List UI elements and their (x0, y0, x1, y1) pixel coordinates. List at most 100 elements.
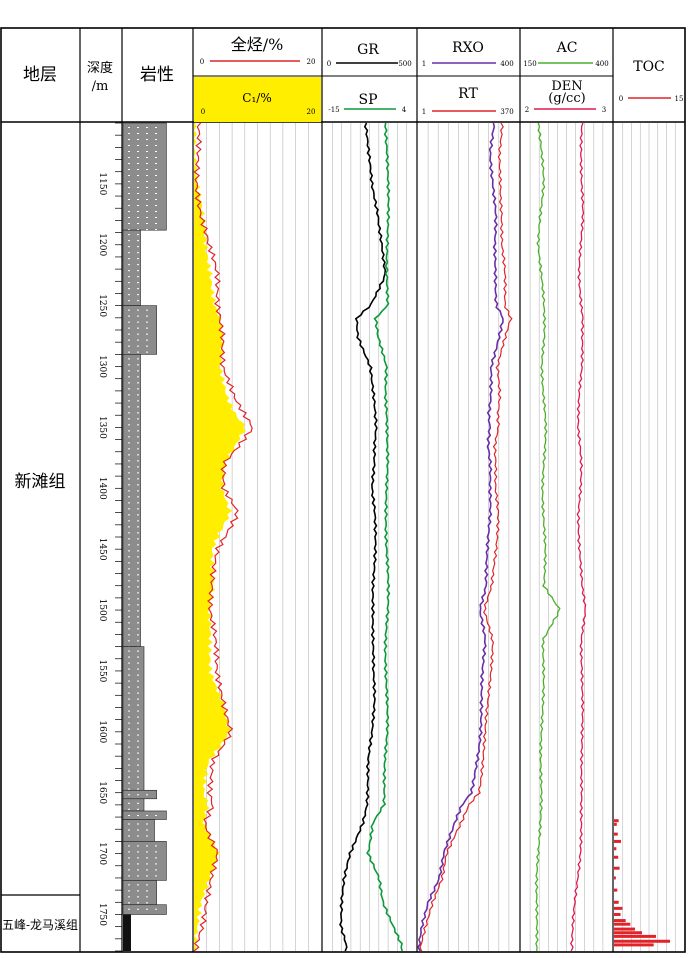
toc-bar (614, 819, 619, 823)
lith-pattern-dot (146, 794, 148, 796)
lith-pattern-dot (128, 869, 130, 871)
lith-pattern-dot (128, 550, 130, 552)
lith-pattern-dot (128, 851, 130, 853)
lith-pattern-dot (155, 127, 157, 128)
lith-pattern-dot (137, 321, 139, 323)
gr-header: GR (357, 42, 379, 58)
lith-pattern-dot (137, 351, 139, 353)
lith-pattern-dot (137, 157, 139, 158)
lith-pattern-dot (128, 358, 130, 360)
depth-tick-label: 1250 (97, 294, 107, 317)
depth-header-line1: 深度 (87, 60, 113, 76)
lith-pattern-dot (128, 321, 130, 323)
lith-pattern-dot (128, 139, 130, 140)
lith-pattern-dot (146, 869, 148, 871)
lith-pattern-dot (128, 628, 130, 630)
lith-pattern-dot (137, 857, 139, 859)
lith-pattern-dot (146, 175, 148, 176)
lith-pattern-dot (137, 252, 139, 254)
lith-pattern-dot (137, 692, 139, 694)
lith-pattern-dot (137, 875, 139, 877)
lith-bed (122, 841, 167, 881)
den-max: 3 (602, 106, 606, 114)
toc-bar (614, 900, 619, 904)
lith-pattern-dot (128, 270, 130, 272)
toc-bar (614, 888, 618, 892)
lith-pattern-dot (128, 758, 130, 760)
lith-pattern-dot (128, 770, 130, 772)
rt-min: 1 (422, 108, 426, 116)
toc-bar (614, 943, 654, 947)
lith-pattern-dot (155, 199, 157, 200)
lith-pattern-dot (137, 345, 139, 347)
lith-pattern-dot (137, 662, 139, 664)
lith-pattern-dot (128, 896, 130, 898)
lith-pattern-dot (137, 550, 139, 552)
lith-pattern-dot (128, 442, 130, 444)
curve- (193, 122, 253, 952)
lith-pattern-dot (128, 586, 130, 588)
lith-pattern-dot (137, 746, 139, 748)
lith-pattern-dot (128, 698, 130, 700)
lith-pattern-dot (137, 406, 139, 408)
lith-pattern-dot (128, 351, 130, 353)
lith-pattern-dot (137, 734, 139, 736)
lith-pattern-dot (128, 782, 130, 784)
lith-pattern-dot (128, 662, 130, 664)
lith-pattern-dot (146, 339, 148, 341)
lith-pattern-dot (155, 151, 157, 152)
lith-pattern-dot (137, 544, 139, 546)
lith-pattern-dot (128, 508, 130, 510)
lith-pattern-dot (137, 716, 139, 718)
lith-pattern-dot (146, 229, 148, 230)
lith-pattern-dot (146, 875, 148, 877)
lith-pattern-dot (137, 339, 139, 341)
lith-pattern-dot (146, 157, 148, 158)
lith-pattern-dot (137, 580, 139, 582)
lith-pattern-dot (128, 382, 130, 384)
toc-max: 15 (675, 95, 684, 103)
lith-bed (122, 305, 157, 355)
lith-pattern-dot (137, 229, 139, 230)
lith-pattern-dot (137, 139, 139, 140)
lith-pattern-dot (128, 460, 130, 462)
lith-pattern-dot (128, 902, 130, 904)
lith-pattern-dot (128, 863, 130, 865)
formation-label-xintan: 新滩组 (15, 472, 66, 492)
lith-pattern-dot (137, 388, 139, 390)
toc-bar (614, 906, 623, 910)
lith-pattern-dot (137, 698, 139, 700)
lith-pattern-dot (146, 814, 148, 816)
lith-pattern-dot (155, 908, 157, 910)
lith-pattern-dot (137, 382, 139, 384)
lith-pattern-dot (137, 845, 139, 847)
depth-axis: 1150 1200 1250 1300 1350 1400 1450 1500 1550 1600… (97, 122, 122, 952)
lith-pattern-dot (128, 133, 130, 134)
lith-pattern-dot (128, 568, 130, 570)
total-hc-max: 20 (307, 58, 316, 66)
lith-pattern-dot (137, 400, 139, 402)
lith-pattern-dot (128, 622, 130, 624)
lith-pattern-dot (128, 808, 130, 810)
toc-bars (614, 819, 670, 947)
lith-pattern-dot (137, 520, 139, 522)
lith-pattern-dot (146, 351, 148, 353)
lith-pattern-dot (137, 829, 139, 831)
lith-pattern-dot (128, 728, 130, 730)
gr-max: 500 (398, 60, 411, 68)
lith-pattern-dot (155, 133, 157, 134)
lith-pattern-dot (146, 902, 148, 904)
lith-pattern-dot (128, 448, 130, 450)
lith-pattern-dot (137, 282, 139, 284)
lith-pattern-dot (128, 436, 130, 438)
curve-den (569, 122, 587, 952)
lith-pattern-dot (155, 229, 157, 230)
lith-pattern-dot (137, 598, 139, 600)
lith-pattern-dot (137, 472, 139, 474)
lith-pattern-dot (128, 680, 130, 682)
lith-pattern-dot (155, 869, 157, 871)
lith-pattern-dot (128, 466, 130, 468)
lith-pattern-dot (128, 127, 130, 128)
lith-pattern-dot (128, 478, 130, 480)
